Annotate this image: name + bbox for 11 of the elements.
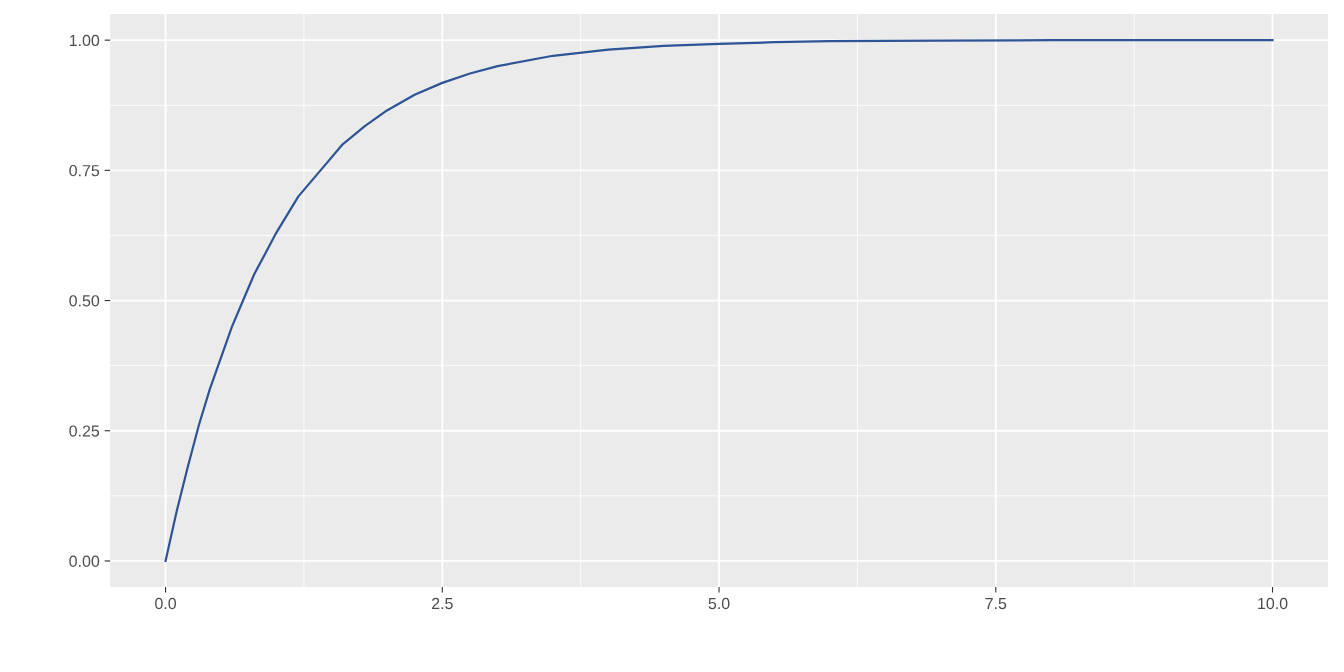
- y-tick-label: 0.50: [69, 295, 100, 307]
- y-tick-label: 0.75: [69, 164, 100, 177]
- x-tick-label: 10.0: [1258, 597, 1288, 610]
- y-tick-label: 0.25: [69, 425, 100, 437]
- x-tick-label: 0.0: [155, 597, 177, 610]
- y-tick-label: 1.00: [69, 34, 100, 47]
- x-tick-label: 7.5: [985, 598, 1007, 610]
- y-tick-label: 0.00: [69, 555, 100, 567]
- line-series: [164, 39, 1274, 563]
- x-tick-label: 5.0: [708, 597, 730, 610]
- x-tick-label: 2.5: [432, 597, 453, 610]
